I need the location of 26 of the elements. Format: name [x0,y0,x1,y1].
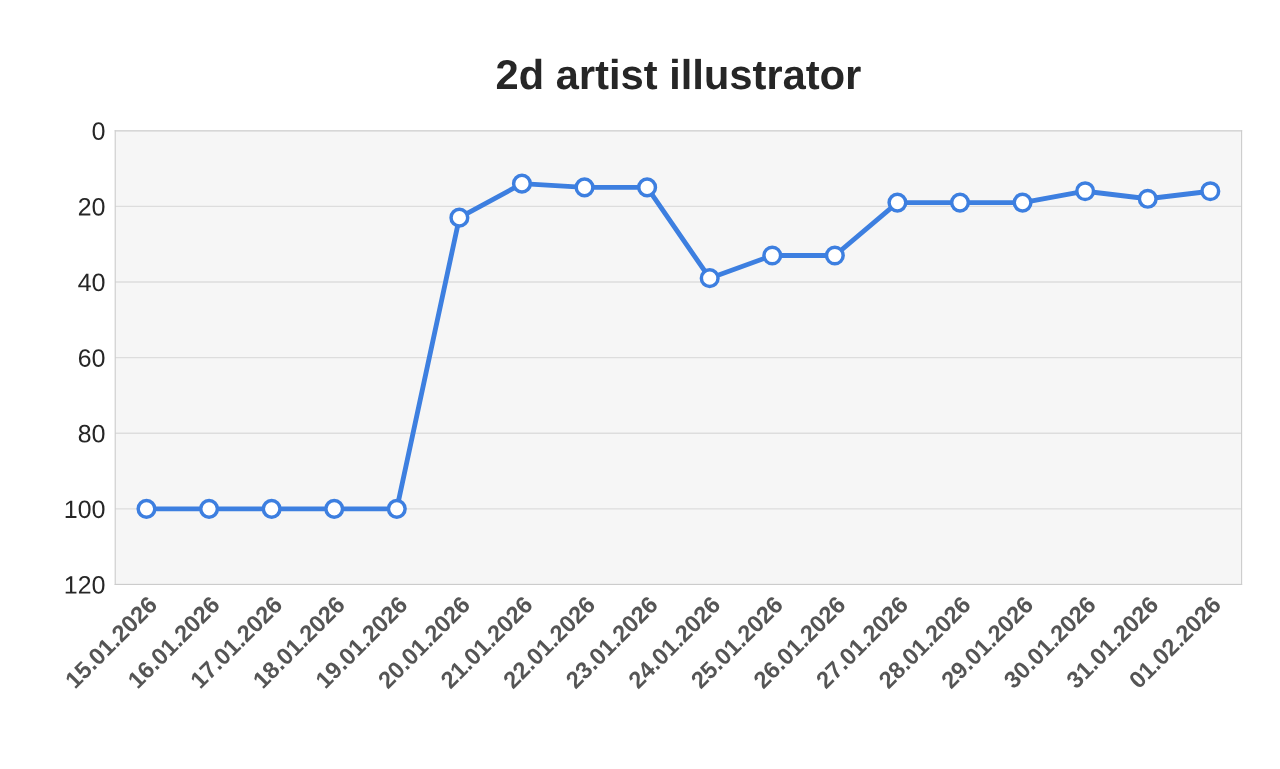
point [1137,188,1158,209]
point [136,498,157,519]
point [1200,181,1221,202]
point [887,192,908,213]
point [762,245,783,266]
y-tick-label: 60 [78,349,105,367]
point [324,498,345,519]
chart-title: 2d artist illustrator [496,58,861,90]
point [949,192,971,213]
y-tick-label: 80 [78,424,105,443]
y-tick-label: 100 [65,500,105,519]
y-tick-label: 0 [92,122,105,141]
point [261,498,282,519]
point [386,498,407,519]
y-tick-label: 40 [78,273,105,292]
point [1075,181,1096,202]
y-tick-label: 120 [65,576,105,594]
point [699,268,720,289]
point [637,177,658,198]
point [449,207,470,228]
point [1012,192,1033,213]
point [511,173,533,194]
y-tick-label: 20 [78,197,105,216]
point [574,177,595,198]
point [824,245,845,266]
point [198,498,220,519]
